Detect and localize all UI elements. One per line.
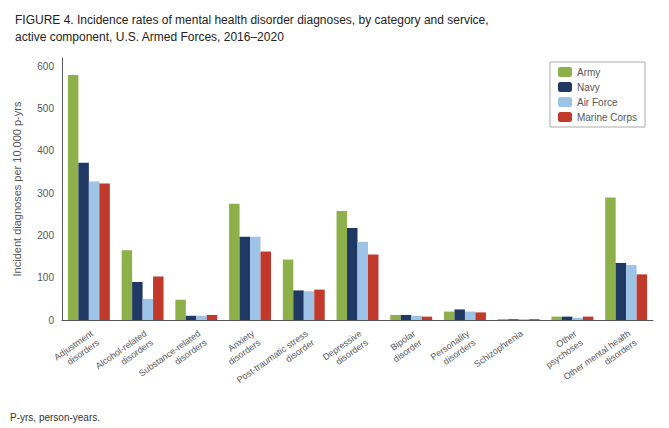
svg-text:200: 200: [37, 230, 54, 241]
svg-text:Air Force: Air Force: [577, 97, 618, 108]
svg-text:100: 100: [37, 272, 54, 283]
svg-text:Anxiety: Anxiety: [226, 328, 257, 354]
svg-text:Marine Corps: Marine Corps: [577, 112, 637, 123]
svg-text:400: 400: [37, 145, 54, 156]
svg-text:Army: Army: [577, 67, 600, 78]
svg-text:Schizophrenia: Schizophrenia: [472, 328, 524, 369]
svg-text:disorders: disorders: [334, 337, 370, 367]
svg-text:300: 300: [37, 188, 54, 199]
svg-text:0: 0: [48, 315, 54, 326]
svg-text:Bipolar: Bipolar: [388, 328, 418, 353]
svg-text:Incident diagnoses per 10,000: Incident diagnoses per 10,000 p-yrs: [11, 101, 23, 276]
svg-text:FIGURE 4. Incidence rates of m: FIGURE 4. Incidence rates of mental heal…: [15, 13, 489, 27]
svg-text:Adjustment: Adjustment: [52, 328, 95, 363]
svg-text:Other mental health: Other mental health: [561, 328, 633, 382]
svg-text:Other: Other: [554, 328, 579, 350]
svg-text:disorders: disorders: [118, 337, 155, 367]
svg-text:active component, U.S. Armed F: active component, U.S. Armed Forces, 201…: [15, 30, 284, 44]
svg-text:500: 500: [37, 103, 54, 114]
svg-text:Navy: Navy: [577, 82, 600, 93]
svg-text:Depressive: Depressive: [320, 328, 364, 363]
svg-text:Substance-related: Substance-related: [136, 328, 203, 379]
svg-text:Alcohol-related: Alcohol-related: [93, 328, 149, 372]
svg-text:psychoses: psychoses: [544, 337, 585, 370]
svg-text:disorders: disorders: [226, 337, 263, 367]
svg-text:disorders: disorders: [441, 337, 478, 367]
svg-text:Post-traumatic stress: Post-traumatic stress: [234, 328, 310, 386]
svg-text:600: 600: [37, 61, 54, 72]
svg-text:Personality: Personality: [428, 328, 471, 363]
svg-text:disorders: disorders: [173, 337, 209, 367]
svg-text:P-yrs, person-years.: P-yrs, person-years.: [10, 412, 100, 423]
svg-text:disorders: disorders: [602, 337, 638, 367]
svg-text:disorders: disorders: [65, 337, 102, 367]
svg-text:disorder: disorder: [391, 337, 423, 364]
svg-text:disorder: disorder: [284, 337, 316, 364]
